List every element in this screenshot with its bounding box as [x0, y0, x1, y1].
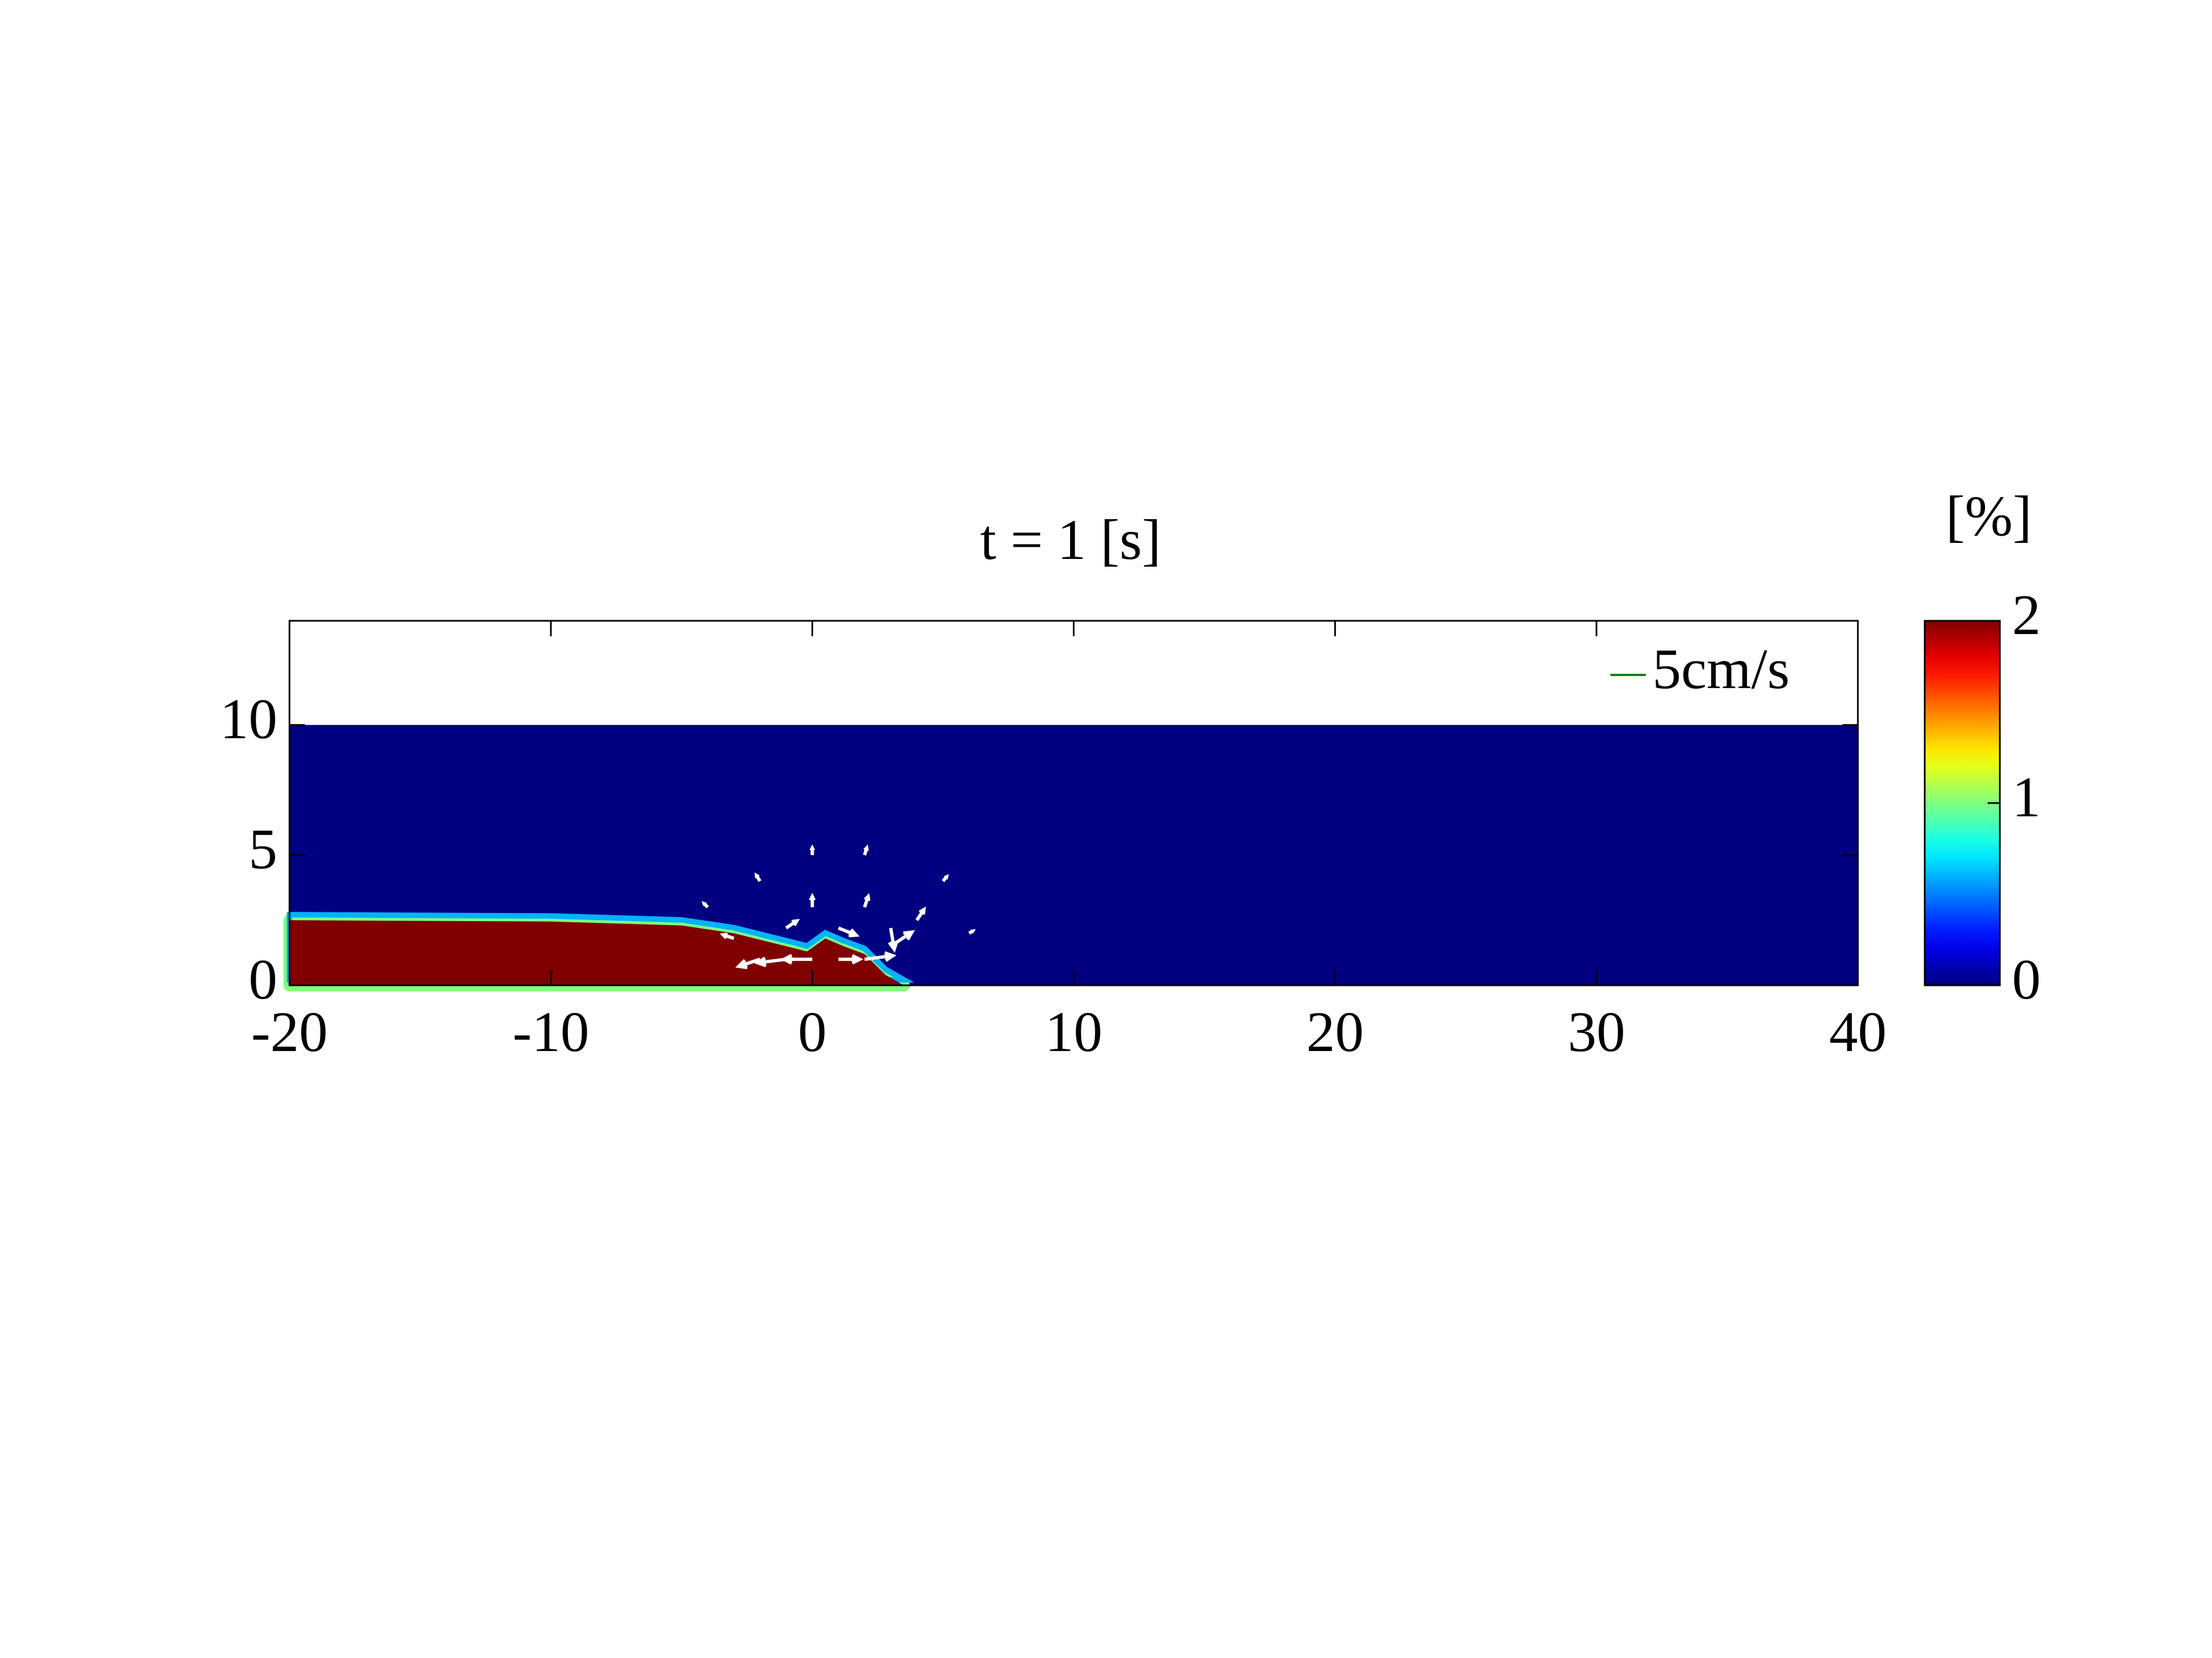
- colorbar: [1924, 620, 2001, 986]
- colorbar-label: [%]: [1946, 484, 2032, 548]
- velocity-vector: [968, 929, 976, 935]
- velocity-vector: [941, 874, 949, 883]
- colorbar-tick-label: 2: [2012, 583, 2041, 647]
- velocity-vector: [863, 893, 871, 908]
- current: [289, 920, 904, 985]
- quiver-key-label: 5cm/s: [1652, 637, 1789, 701]
- velocity-vector: [838, 954, 863, 965]
- velocity-vector: [888, 927, 899, 953]
- chart-title: t = 1 [s]: [980, 508, 1161, 572]
- velocity-vector: [780, 954, 813, 965]
- velocity-vector: [838, 926, 860, 938]
- x-tick-label: -10: [513, 1000, 589, 1064]
- x-tick-label: 30: [1568, 1000, 1625, 1064]
- y-tick-label: 5: [249, 817, 277, 881]
- velocity-vector: [785, 918, 800, 930]
- velocity-vector: [701, 901, 709, 909]
- colorbar-tick-label: 1: [2012, 765, 2041, 829]
- velocity-vector: [754, 872, 762, 883]
- velocity-vector: [864, 951, 897, 962]
- velocity-vector: [735, 958, 761, 969]
- y-tick-label: 10: [220, 687, 277, 751]
- velocity-vector: [809, 893, 816, 907]
- x-tick-label: -20: [251, 1000, 328, 1064]
- current-edge: [287, 912, 914, 983]
- x-tick-label: 0: [798, 1000, 826, 1064]
- velocity-vector: [863, 844, 869, 856]
- y-tick-label: 0: [249, 948, 277, 1011]
- x-tick-label: 20: [1307, 1000, 1364, 1064]
- current-edge: [283, 914, 910, 991]
- velocity-vector: [809, 844, 815, 856]
- colorbar-tick-label: 0: [2012, 948, 2041, 1011]
- velocity-vector: [754, 957, 787, 968]
- x-tick-label: 40: [1829, 1000, 1887, 1064]
- velocity-vector: [719, 932, 735, 940]
- x-tick-label: 10: [1045, 1000, 1103, 1064]
- velocity-vector: [915, 906, 926, 921]
